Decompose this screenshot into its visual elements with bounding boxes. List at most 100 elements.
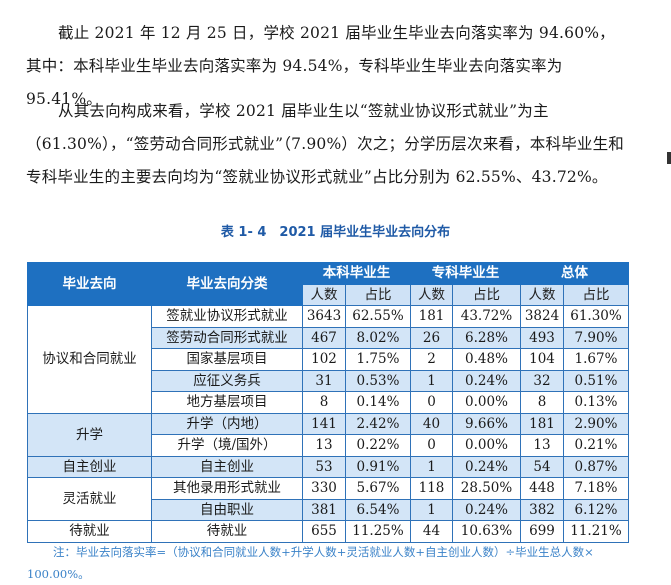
junior-ratio: 0.00% xyxy=(452,391,521,414)
group-cell: 灵活就业 xyxy=(27,477,152,521)
junior-ratio: 0.24% xyxy=(452,455,521,478)
total-ratio: 7.18% xyxy=(563,477,629,500)
junior-count: 181 xyxy=(410,305,453,328)
total-ratio: 11.21% xyxy=(563,520,629,543)
header-undergrad-count: 人数 xyxy=(302,283,346,306)
junior-count: 1 xyxy=(410,455,453,478)
total-ratio: 1.67% xyxy=(563,348,629,371)
undergrad-count: 381 xyxy=(302,498,346,521)
table-note-continued: 100.00%。 xyxy=(27,567,90,581)
category-cell: 自由职业 xyxy=(151,498,303,521)
header-category: 毕业去向分类 xyxy=(151,262,303,306)
header-total-count: 人数 xyxy=(520,283,564,306)
table-row: 应征义务兵 31 0.53% 1 0.24% 32 0.51% xyxy=(28,369,629,392)
total-count: 493 xyxy=(520,326,564,349)
paragraph-2: 从其去向构成来看，学校 2021 届毕业生以“签就业协议形式就业”为主（61.3… xyxy=(26,95,626,194)
table-row: 自主创业 自主创业 53 0.91% 1 0.24% 54 0.87% xyxy=(27,455,629,478)
junior-ratio: 0.24% xyxy=(452,498,521,521)
junior-count: 1 xyxy=(410,369,453,392)
junior-count: 44 xyxy=(410,520,453,543)
undergrad-count: 330 xyxy=(302,477,346,500)
category-cell: 签就业协议形式就业 xyxy=(151,305,303,328)
junior-ratio: 0.00% xyxy=(452,434,521,457)
group-cell: 升学 xyxy=(27,412,152,457)
undergrad-count: 8 xyxy=(302,391,346,414)
total-ratio: 7.90% xyxy=(563,326,629,349)
header-junior: 专科毕业生 xyxy=(410,262,521,285)
header-total: 总体 xyxy=(520,262,629,285)
junior-ratio: 6.28% xyxy=(452,326,521,349)
category-cell: 国家基层项目 xyxy=(151,348,303,371)
undergrad-count: 13 xyxy=(302,434,346,457)
category-cell: 地方基层项目 xyxy=(151,391,303,414)
total-ratio: 0.51% xyxy=(563,369,629,392)
undergrad-ratio: 1.75% xyxy=(345,348,411,371)
table-row: 升学 升学（内地） 141 2.42% 40 9.66% 181 2.90% xyxy=(27,412,629,457)
undergrad-count: 102 xyxy=(302,348,346,371)
undergrad-ratio: 0.22% xyxy=(345,434,411,457)
total-count: 699 xyxy=(520,520,564,543)
junior-ratio: 43.72% xyxy=(452,305,521,328)
header-undergrad-ratio: 占比 xyxy=(345,283,411,306)
header-undergrad: 本科毕业生 xyxy=(302,262,411,285)
undergrad-ratio: 0.53% xyxy=(345,369,411,392)
junior-ratio: 10.63% xyxy=(452,520,521,543)
total-count: 13 xyxy=(520,434,564,457)
table-row: 升学（境/国外） 13 0.22% 0 0.00% 13 0.21% xyxy=(28,434,629,457)
junior-ratio: 9.66% xyxy=(452,412,521,435)
table-note: 注：毕业去向落实率=（协议和合同就业人数+升学人数+灵活就业人数+自主创业人数）… xyxy=(53,545,594,559)
table-caption: 表 1- 4 2021 届毕业生毕业去向分布 xyxy=(220,225,451,240)
junior-ratio: 28.50% xyxy=(452,477,521,500)
table-row: 国家基层项目 102 1.75% 2 0.48% 104 1.67% xyxy=(28,348,629,371)
header-junior-count: 人数 xyxy=(410,283,453,306)
group-cell: 自主创业 xyxy=(27,455,152,478)
page-edge-marker xyxy=(667,152,671,164)
total-ratio: 0.21% xyxy=(563,434,629,457)
paragraph-2-text: 从其去向构成来看，学校 2021 届毕业生以“签就业协议形式就业”为主（61.3… xyxy=(26,102,624,186)
category-cell: 签劳动合同形式就业 xyxy=(151,326,303,349)
undergrad-ratio: 2.42% xyxy=(345,412,411,435)
undergrad-ratio: 0.14% xyxy=(345,391,411,414)
paragraph-1-text: 截止 2021 年 12 月 25 日，学校 2021 届毕业生毕业去向落实率为… xyxy=(26,24,615,108)
category-cell: 升学（境/国外） xyxy=(151,434,303,457)
junior-count: 118 xyxy=(410,477,453,500)
total-count: 54 xyxy=(520,455,564,478)
junior-count: 0 xyxy=(410,434,453,457)
undergrad-count: 3643 xyxy=(302,305,346,328)
undergrad-ratio: 62.55% xyxy=(345,305,411,328)
total-count: 448 xyxy=(520,477,564,500)
total-ratio: 6.12% xyxy=(563,498,629,521)
header-total-ratio: 占比 xyxy=(563,283,629,306)
junior-ratio: 0.48% xyxy=(452,348,521,371)
junior-count: 40 xyxy=(410,412,453,435)
total-ratio: 61.30% xyxy=(563,305,629,328)
table-row: 协议和合同就业 签就业协议形式就业 3643 62.55% 181 43.72%… xyxy=(27,305,629,414)
table-row: 签劳动合同形式就业 467 8.02% 26 6.28% 493 7.90% xyxy=(28,326,629,349)
paragraph-1: 截止 2021 年 12 月 25 日，学校 2021 届毕业生毕业去向落实率为… xyxy=(26,17,626,116)
undergrad-ratio: 8.02% xyxy=(345,326,411,349)
undergrad-count: 31 xyxy=(302,369,346,392)
category-cell: 应征义务兵 xyxy=(151,369,303,392)
total-count: 181 xyxy=(520,412,564,435)
junior-count: 26 xyxy=(410,326,453,349)
undergrad-count: 467 xyxy=(302,326,346,349)
undergrad-ratio: 5.67% xyxy=(345,477,411,500)
header-destination: 毕业去向 xyxy=(27,262,152,306)
total-count: 104 xyxy=(520,348,564,371)
undergrad-count: 141 xyxy=(302,412,346,435)
table-row: 灵活就业 其他录用形式就业 330 5.67% 118 28.50% 448 7… xyxy=(27,477,629,521)
total-ratio: 0.87% xyxy=(563,455,629,478)
junior-ratio: 0.24% xyxy=(452,369,521,392)
group-cell: 待就业 xyxy=(27,520,152,543)
category-cell: 待就业 xyxy=(151,520,303,543)
undergrad-ratio: 6.54% xyxy=(345,498,411,521)
category-cell: 其他录用形式就业 xyxy=(151,477,303,500)
total-count: 3824 xyxy=(520,305,564,328)
graduate-destination-table: 毕业去向 毕业去向分类 本科毕业生 专科毕业生 总体 人数 占比 人数 占比 人… xyxy=(27,262,629,543)
total-ratio: 0.13% xyxy=(563,391,629,414)
table-row: 自由职业 381 6.54% 1 0.24% 382 6.12% xyxy=(28,498,629,521)
junior-count: 1 xyxy=(410,498,453,521)
total-count: 32 xyxy=(520,369,564,392)
junior-count: 2 xyxy=(410,348,453,371)
group-cell: 协议和合同就业 xyxy=(27,305,152,414)
